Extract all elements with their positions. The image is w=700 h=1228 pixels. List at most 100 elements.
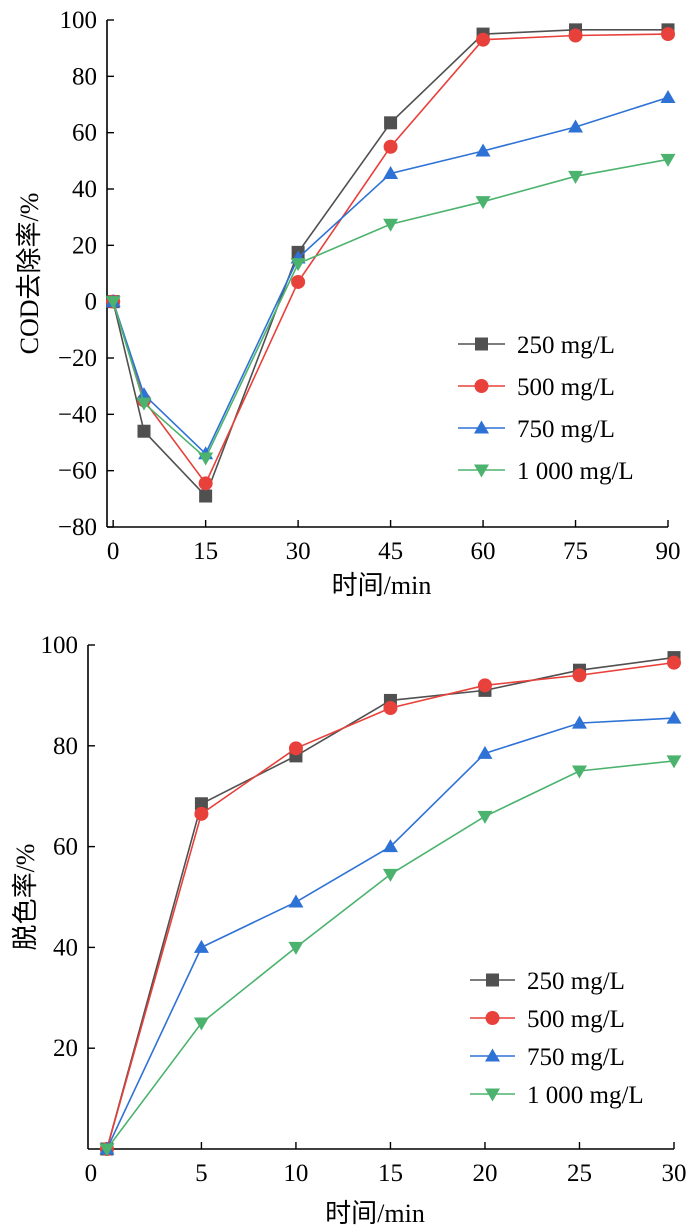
series-line-0 xyxy=(106,656,675,1150)
series-1-point xyxy=(661,27,675,42)
series-1-point xyxy=(288,741,303,756)
x-tick-label: 60 xyxy=(471,538,496,565)
y-tick-label: 100 xyxy=(41,632,79,659)
series-2-point xyxy=(475,143,491,157)
chart-decolorization: 20 40 60 80 100 0 5 10 15 20 25 30 时间/min 脱色率/% 250 mg… xyxy=(11,632,687,1228)
series-3-point xyxy=(477,810,493,824)
series-1-point xyxy=(194,806,209,821)
x-axis-label: 时间/min xyxy=(332,571,432,600)
legend-label: 1 000 mg/L xyxy=(527,1082,644,1109)
y-tick-label: 20 xyxy=(72,232,97,259)
series-1-point xyxy=(198,476,213,491)
series-1-point xyxy=(291,274,306,289)
legend-marker xyxy=(485,1048,500,1062)
series-2-point xyxy=(136,387,152,401)
x-tick-label: 0 xyxy=(85,1160,98,1187)
series-2-point xyxy=(383,166,399,180)
series-1-point xyxy=(667,655,681,670)
x-tick-label: 0 xyxy=(107,538,120,565)
x-tick-label: 90 xyxy=(656,538,681,565)
series-1-point xyxy=(476,32,491,47)
series-3-point xyxy=(568,170,584,184)
series-line-3 xyxy=(112,158,669,460)
legend-label: 750 mg/L xyxy=(527,1044,625,1071)
series-line-1 xyxy=(112,33,669,485)
series-3-point xyxy=(383,218,399,232)
y-tick-label: −20 xyxy=(58,345,97,372)
y-axis-label: COD去除率/% xyxy=(15,193,44,355)
legend-label: 250 mg/L xyxy=(517,332,615,359)
legend-label: 750 mg/L xyxy=(517,416,615,443)
x-tick-label: 15 xyxy=(378,1160,403,1187)
legend-marker xyxy=(486,973,499,987)
y-tick-label: 0 xyxy=(85,289,98,316)
x-tick-label: 20 xyxy=(472,1160,497,1187)
series-3-point xyxy=(666,755,682,769)
y-tick-label: −60 xyxy=(58,458,97,485)
series-2-point xyxy=(666,710,682,724)
y-tick-label: 100 xyxy=(60,7,98,34)
y-tick-label: 80 xyxy=(53,733,78,760)
series-3-point xyxy=(382,868,398,882)
x-tick-label: 5 xyxy=(195,1160,208,1187)
y-tick-label: −40 xyxy=(58,401,97,428)
series-3-point xyxy=(475,196,491,210)
series-3-point xyxy=(105,296,121,310)
x-tick-label: 30 xyxy=(662,1160,687,1187)
legend-label: 500 mg/L xyxy=(527,1006,625,1033)
series-3-point xyxy=(193,1017,209,1031)
y-tick-label: 80 xyxy=(72,63,97,90)
x-tick-label: 30 xyxy=(286,538,311,565)
y-tick-label: 60 xyxy=(72,120,97,147)
series-1-point xyxy=(477,678,492,693)
series-0-point xyxy=(384,116,398,130)
y-tick-label: 20 xyxy=(53,1035,78,1062)
series-1-point xyxy=(383,139,398,154)
series-2-point xyxy=(382,839,398,853)
series-0-point xyxy=(137,424,151,438)
series-0-point xyxy=(199,489,213,503)
series-2-point xyxy=(660,89,676,103)
series-3-point xyxy=(99,1143,115,1157)
series-3-point xyxy=(288,941,304,955)
y-tick-label: 40 xyxy=(53,934,78,961)
x-tick-label: 15 xyxy=(193,538,218,565)
legend-label: 250 mg/L xyxy=(527,968,625,995)
legend-marker xyxy=(474,464,489,478)
series-3-point xyxy=(571,765,587,779)
series-2-point xyxy=(571,715,587,729)
legend-marker xyxy=(475,337,488,351)
legend-label: 500 mg/L xyxy=(517,374,615,401)
x-axis-label: 时间/min xyxy=(325,1199,425,1228)
x-tick-label: 10 xyxy=(283,1160,308,1187)
y-axis-label: 脱色率/% xyxy=(11,844,40,951)
series-line-0 xyxy=(112,29,668,498)
legend-marker xyxy=(474,420,489,434)
x-tick-label: 25 xyxy=(567,1160,592,1187)
series-3-point xyxy=(136,397,152,411)
y-tick-label: −80 xyxy=(58,514,97,541)
series-2-point xyxy=(193,939,209,953)
series-line-1 xyxy=(106,661,675,1150)
legend-marker xyxy=(485,1088,500,1102)
series-1-point xyxy=(568,28,583,43)
series-1-point xyxy=(383,701,398,715)
series-3-point xyxy=(660,153,676,167)
series-2-point xyxy=(477,745,493,759)
series-line-2 xyxy=(112,96,669,456)
y-tick-label: 40 xyxy=(72,176,97,203)
x-tick-label: 45 xyxy=(378,538,403,565)
legend-marker xyxy=(474,379,489,393)
series-2-point xyxy=(568,119,584,133)
chart-cod-removal: −80 −60 −40 −20 0 20 40 60 80 100 0 15 30 45 60 75 90 时间/… xyxy=(15,7,681,600)
legend-marker xyxy=(485,1011,500,1025)
series-3-point xyxy=(290,258,306,272)
series-3-point xyxy=(198,452,214,466)
series-0-point xyxy=(194,797,208,811)
y-tick-label: 60 xyxy=(53,834,78,861)
series-2-point xyxy=(288,894,304,908)
legend-label: 1 000 mg/L xyxy=(517,458,634,485)
x-tick-label: 75 xyxy=(563,538,588,565)
series-1-point xyxy=(572,668,587,683)
